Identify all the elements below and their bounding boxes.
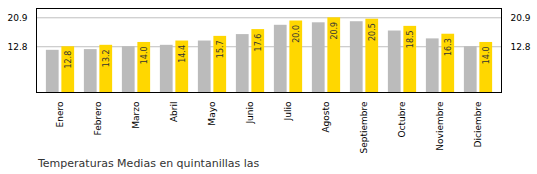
svg-text:Septiembre: Septiembre (359, 101, 369, 154)
svg-text:18.5: 18.5 (406, 30, 415, 48)
html-text:Temperaturas Medias en quintan: Temperaturas Medias en quintanillas las (38, 157, 260, 170)
svg-text:Diciembre: Diciembre (473, 101, 483, 147)
svg-text:Agosto: Agosto (321, 101, 331, 133)
svg-text:20.0: 20.0 (292, 25, 301, 43)
svg-text:Abril: Abril (169, 102, 179, 123)
svg-text:14.0: 14.0 (482, 46, 491, 64)
svg-text:17.6: 17.6 (254, 34, 263, 52)
svg-text:Noviembre: Noviembre (435, 101, 445, 151)
svg-text:Marzo: Marzo (131, 101, 141, 129)
svg-text:20.9: 20.9 (511, 13, 531, 23)
svg-text:14.4: 14.4 (178, 45, 187, 63)
svg-text:Octubre: Octubre (397, 101, 407, 137)
svg-text:16.3: 16.3 (444, 38, 453, 56)
svg-text:Febrero: Febrero (93, 101, 103, 135)
svg-text:20.9: 20.9 (7, 13, 27, 23)
svg-text:12.8: 12.8 (7, 42, 27, 52)
svg-text:12.8: 12.8 (64, 51, 73, 69)
svg-text:Mayo: Mayo (207, 101, 217, 126)
svg-text:13.2: 13.2 (102, 49, 111, 67)
svg-text:20.9: 20.9 (330, 22, 339, 40)
svg-text:Junio: Junio (245, 101, 255, 125)
svg-text:Julio: Julio (283, 101, 293, 121)
svg-text:15.7: 15.7 (216, 40, 225, 58)
svg-text:20.5: 20.5 (368, 23, 377, 41)
svg-text:Enero: Enero (55, 101, 65, 127)
svg-text:12.8: 12.8 (511, 42, 531, 52)
svg-text:14.0: 14.0 (140, 46, 149, 64)
